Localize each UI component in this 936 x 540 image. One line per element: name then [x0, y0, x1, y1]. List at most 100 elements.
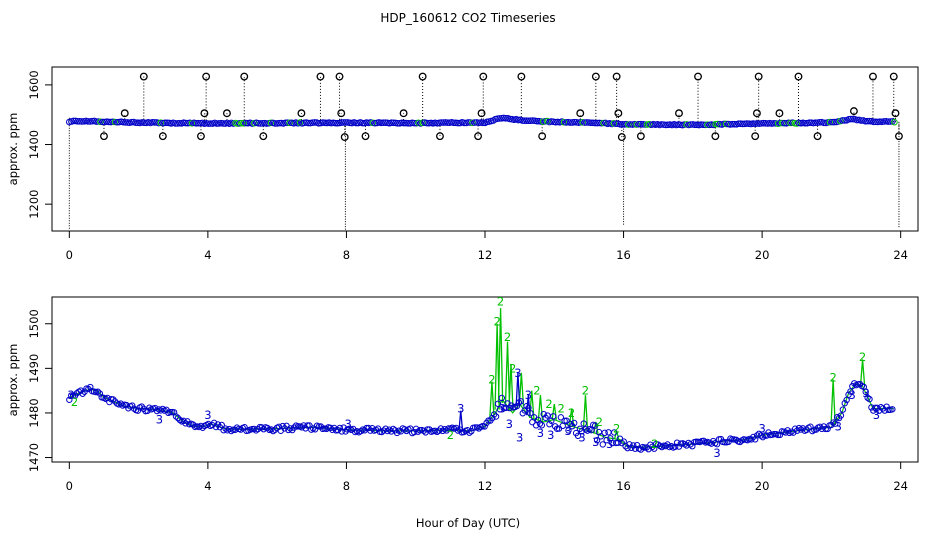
bottom-data-point [410, 428, 418, 436]
bottom-flag2-label: 2 [497, 294, 504, 308]
bottom-data-point [205, 420, 212, 428]
top-data-point [381, 119, 389, 126]
bottom-flag3-label: 3 [516, 430, 523, 444]
top-data-point [394, 120, 402, 127]
top-data-point [359, 119, 366, 127]
top-data-point [238, 119, 246, 127]
top-axes: 0 4 8 12 16 20 24 1200 1400 1600 [27, 70, 908, 262]
bottom-data-point [513, 402, 521, 410]
bottom-data-point [523, 403, 530, 410]
bottom-flag2-label: 2 [488, 373, 495, 387]
top-outlier-marker [479, 72, 488, 81]
top-x-tick-label: 24 [893, 248, 908, 262]
top-data-point [662, 121, 670, 129]
bottom-data-point [597, 433, 605, 440]
bottom-flag2-label: 2 [509, 361, 516, 375]
top-outlier-marker [849, 107, 858, 116]
bottom-data-point [77, 387, 84, 394]
top-data-point [872, 118, 880, 126]
top-data-point [847, 115, 855, 123]
bottom-data-point [883, 403, 890, 410]
top-outlier-marker [612, 72, 621, 81]
top-outlier-marker [517, 72, 526, 81]
bottom-flag3-label: 3 [525, 388, 532, 402]
top-data-point [519, 117, 526, 124]
bottom-data-point [885, 406, 892, 414]
bottom-flag2-spike [830, 379, 836, 425]
top-data-point [182, 119, 190, 127]
bottom-data-point [109, 396, 117, 403]
bottom-data-point [68, 392, 75, 399]
top-data-point [812, 119, 819, 126]
bottom-flag2-label: 2 [447, 428, 454, 442]
top-data-point [113, 118, 121, 126]
bottom-data-point [862, 388, 869, 396]
top-data-point [820, 119, 828, 127]
bottom-flag2-label: 2 [493, 315, 500, 329]
bottom-data-point [534, 416, 542, 424]
top-data-point [886, 118, 894, 125]
bottom-data-point [839, 406, 847, 413]
bottom-plot-frame [51, 296, 919, 463]
top-outlier-marker [711, 132, 720, 141]
top-data-point [76, 118, 84, 125]
top-data-point [286, 119, 293, 127]
bottom-data-point [561, 417, 568, 425]
top-data-point [120, 118, 127, 126]
top-data-point [581, 119, 589, 126]
bottom-flag3-label: 3 [592, 435, 599, 449]
top-data-point [411, 119, 418, 127]
bottom-data-point [134, 407, 142, 414]
bottom-x-tick-label: 20 [755, 479, 770, 493]
top-data-point [192, 119, 200, 127]
bottom-flag2-label: 2 [545, 397, 552, 411]
bottom-data-point [340, 424, 347, 431]
top-data-point [583, 119, 591, 126]
bottom-data-point [889, 406, 896, 413]
bottom-data-point [864, 394, 871, 401]
bottom-data-point [795, 424, 803, 432]
top-data-point [255, 119, 262, 127]
top-data-point [207, 120, 214, 127]
top-data-point [853, 116, 861, 124]
top-data-point [105, 118, 113, 126]
bottom-data-point [866, 395, 873, 403]
top-data-point [593, 119, 601, 127]
top-data-point [641, 121, 649, 128]
top-data-point [479, 119, 487, 127]
bottom-flag2-spike [518, 372, 525, 407]
top-outlier-marker [675, 109, 683, 118]
bottom-data-point [481, 423, 488, 430]
top-data-point [242, 119, 250, 127]
top-data-point [124, 119, 131, 126]
bottom-data-point [700, 437, 707, 445]
bottom-data-point [336, 424, 344, 432]
top-outlier-marker [158, 132, 167, 141]
top-data-point [219, 120, 227, 127]
bottom-flag2-label: 2 [613, 422, 620, 436]
bottom-data-point [439, 427, 446, 435]
top-data-point [275, 119, 283, 127]
top-outlier-marker [477, 109, 486, 118]
top-data-point [267, 119, 275, 127]
bottom-data-point [275, 423, 283, 430]
bottom-data-point [550, 413, 557, 420]
bottom-flag2-spike [582, 395, 589, 430]
top-outlier-marker [418, 72, 427, 81]
top-data-point [161, 119, 169, 127]
top-outlier-marker [259, 132, 268, 141]
bottom-data-point [241, 424, 248, 431]
top-outlier-marker [222, 109, 231, 118]
bottom-data-point [496, 406, 504, 413]
bottom-flag3-label: 3 [758, 422, 765, 436]
bottom-data-point [622, 442, 629, 450]
bottom-x-tick-label: 4 [204, 479, 211, 493]
bottom-data-point [494, 400, 502, 407]
top-data-point [864, 117, 871, 125]
top-data-point [282, 119, 289, 127]
top-data-point [134, 119, 142, 127]
bottom-data-point [538, 422, 546, 429]
bottom-flag3-label: 3 [514, 366, 521, 380]
bottom-data-point [574, 432, 582, 440]
top-data-point [132, 119, 140, 127]
